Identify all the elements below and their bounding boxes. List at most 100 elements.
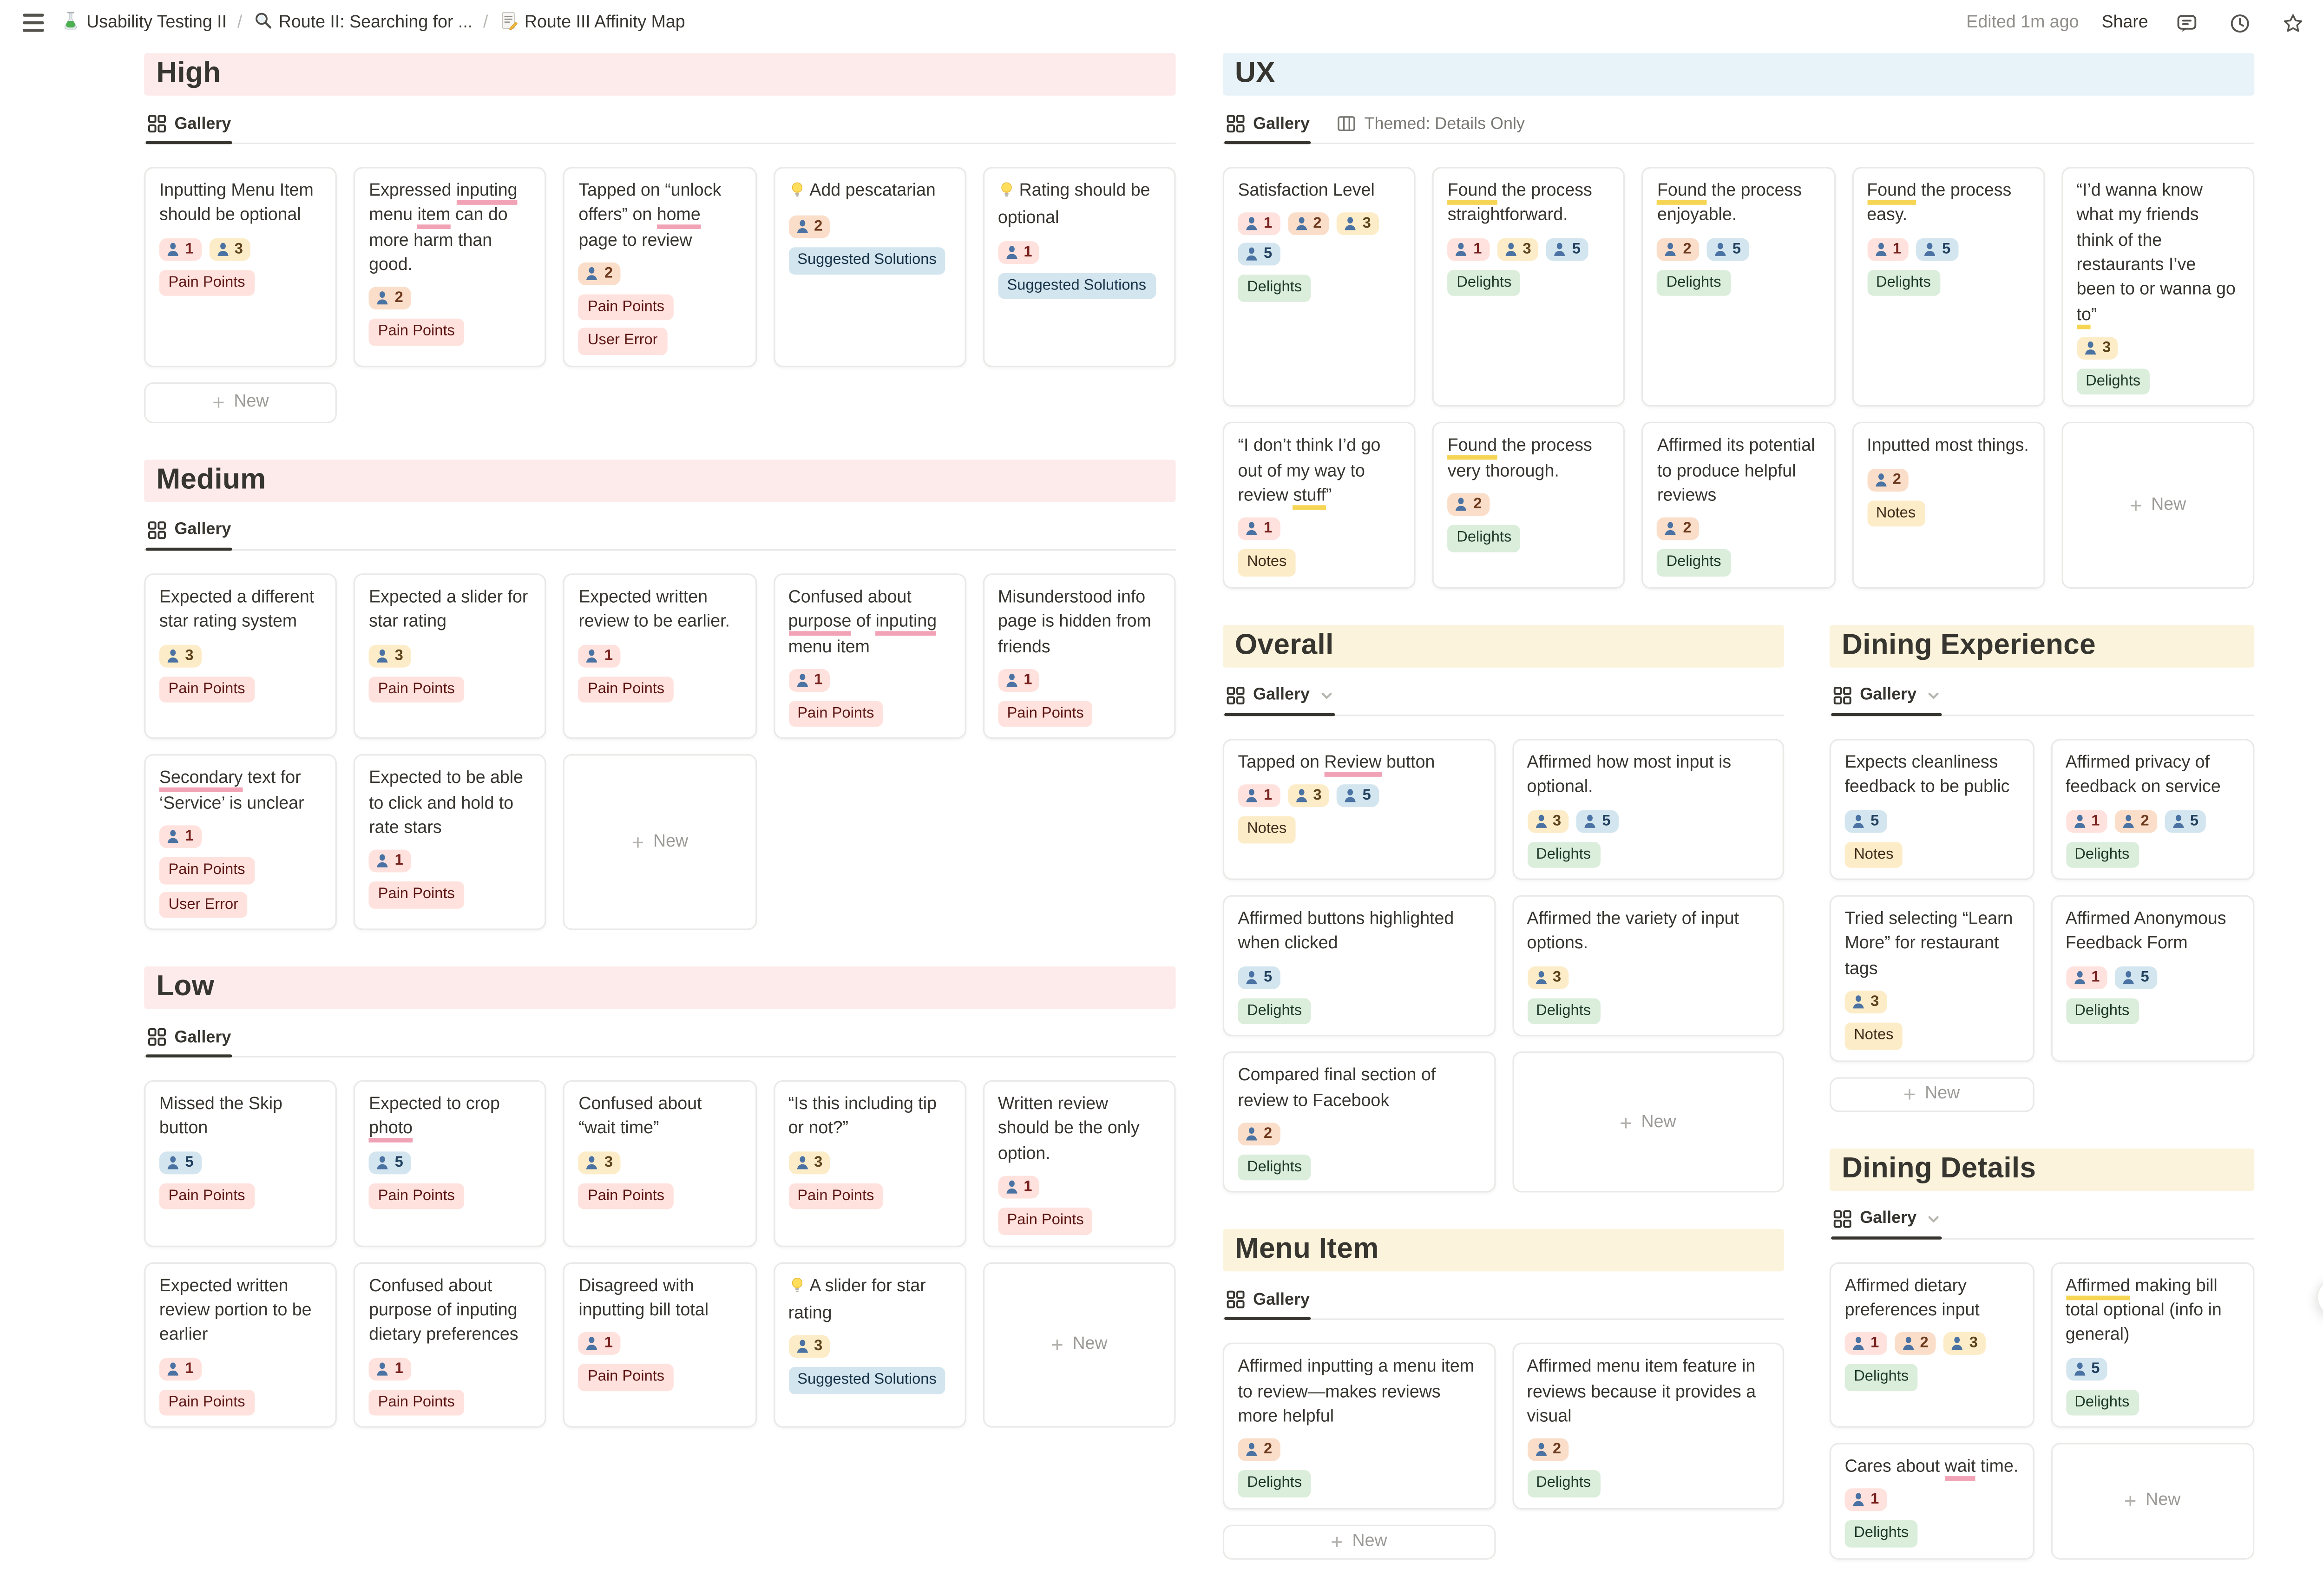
card[interactable]: Affirmed inputting a menu item to review…: [1222, 1343, 1495, 1510]
card[interactable]: Satisfaction Level 1 2 3 5 Delights: [1222, 167, 1416, 407]
tag-delights: Delights: [2065, 998, 2139, 1025]
card[interactable]: Expects cleanliness feedback to be publi…: [1829, 739, 2034, 880]
card[interactable]: Cares about wait time. 1 Delights: [1829, 1443, 2034, 1560]
section-banner: Dining Experience: [1829, 625, 2255, 668]
chevron-down-icon: [1927, 1212, 1941, 1225]
highlighted-word: Affirmed: [2065, 1277, 2130, 1300]
card[interactable]: Tapped on Review button 1 3 5 Notes: [1222, 739, 1495, 880]
card[interactable]: Affirmed how most input is optional. 3 5 De…: [1511, 739, 1785, 880]
participant-badge: 1: [788, 669, 830, 692]
participant-badges: 5: [2065, 1357, 2107, 1380]
person-icon: [1582, 813, 1598, 829]
card[interactable]: Affirmed menu item feature in reviews be…: [1511, 1343, 1785, 1510]
card[interactable]: Inputted most things. 2 Notes: [1851, 422, 2045, 589]
card[interactable]: Secondary text for ‘Service’ is unclear 1…: [144, 755, 337, 931]
participant-badges: 1: [1238, 518, 1280, 541]
card[interactable]: Affirmed buttons highlighted when clicke…: [1222, 895, 1495, 1037]
new-card-button[interactable]: + New: [1829, 1077, 2034, 1112]
participant-badges: 1 3 5: [1238, 785, 1379, 808]
card[interactable]: Affirmed its potential to produce helpfu…: [1642, 422, 1835, 589]
menu-icon[interactable]: [18, 7, 48, 38]
tab-gallery[interactable]: Gallery: [145, 108, 233, 144]
participant-badges: 3: [1527, 966, 1569, 989]
card[interactable]: Rating should be optional 1 Suggested Solu…: [983, 167, 1176, 368]
help-button[interactable]: ?: [2316, 1277, 2323, 1317]
card[interactable]: Expected written review portion to be ea…: [144, 1261, 337, 1428]
participant-badge: 5: [1546, 237, 1588, 261]
card[interactable]: A slider for star rating 3 Suggested Solut…: [773, 1261, 966, 1428]
person-icon: [2121, 813, 2136, 829]
card[interactable]: Affirmed dietary preferences input 1 2 3 Del…: [1829, 1261, 2034, 1428]
new-card-button[interactable]: + New: [563, 755, 757, 931]
card[interactable]: Tried selecting “Learn More” for restaur…: [1829, 895, 2034, 1062]
tab-gallery[interactable]: Gallery: [145, 514, 233, 551]
new-card-button[interactable]: + New: [983, 1261, 1176, 1428]
card[interactable]: Tapped on “unlock offers” on home page t…: [563, 167, 757, 368]
participant-badges: 3: [578, 1151, 621, 1174]
card[interactable]: “I don’t think I’d go out of my way to r…: [1222, 422, 1416, 589]
card[interactable]: “Is this including tip or not?” 3 Pain Poi…: [773, 1080, 966, 1247]
share-button[interactable]: Share: [2101, 13, 2148, 32]
tab-themed-details-only[interactable]: Themed: Details Only: [1335, 108, 1526, 143]
person-icon: [584, 1154, 600, 1171]
history-clock-icon[interactable]: [2224, 7, 2254, 38]
card[interactable]: Affirmed the variety of input options. 3 D…: [1511, 895, 1785, 1037]
comments-icon[interactable]: [2171, 7, 2201, 38]
card[interactable]: Confused about purpose of inputing menu …: [773, 573, 966, 740]
new-card-button[interactable]: + New: [1511, 1051, 1785, 1193]
new-card-button[interactable]: + New: [144, 382, 337, 423]
card[interactable]: Expected written review to be earlier. 1 P…: [563, 573, 757, 740]
card[interactable]: Misunderstood info page is hidden from f…: [983, 573, 1176, 740]
card[interactable]: Inputting Menu Item should be optional 1 3…: [144, 167, 337, 368]
tag-row: Pain Points User Error: [578, 294, 741, 355]
tab-gallery[interactable]: Gallery: [145, 1021, 233, 1058]
section-banner: Overall: [1222, 625, 1785, 668]
new-card-button[interactable]: + New: [2050, 1443, 2255, 1560]
card[interactable]: Missed the Skip button 5 Pain Points: [144, 1080, 337, 1247]
card[interactable]: Add pescatarian 2 Suggested Solutions: [773, 167, 966, 368]
card[interactable]: Found the process easy. 1 5 Delights: [1851, 167, 2045, 407]
card[interactable]: Expected a different star rating system 3…: [144, 573, 337, 740]
card[interactable]: Found the process very thorough. 2 Delight…: [1432, 422, 1626, 589]
section-title: Dining Details: [1842, 1152, 2036, 1184]
card[interactable]: Expected a slider for star rating 3 Pain P…: [354, 573, 547, 740]
breadcrumb-label: Route III Affinity Map: [524, 13, 685, 32]
tab-gallery[interactable]: Gallery: [1224, 680, 1336, 716]
card[interactable]: Disagreed with inputting bill total 1 Pain…: [563, 1261, 757, 1428]
card[interactable]: Affirmed making bill total optional (inf…: [2050, 1261, 2255, 1428]
section-low: Low Gallery Missed the Skip button 5 Pain Po…: [144, 966, 1176, 1428]
tag-delights: Delights: [1527, 1471, 1600, 1497]
card[interactable]: Confused about “wait time” 3 Pain Points: [563, 1080, 757, 1247]
tab-gallery[interactable]: Gallery: [1831, 680, 1943, 716]
page-content: High Gallery Inputting Menu Item should be…: [144, 53, 2255, 1596]
breadcrumb-item-usability-testing-ii[interactable]: Usability Testing II: [61, 11, 227, 35]
favorite-star-icon[interactable]: [2277, 7, 2307, 38]
tag-pain-points: Pain Points: [159, 857, 255, 884]
card[interactable]: Affirmed Anonymous Feedback Form 1 5 Deligh…: [2050, 895, 2255, 1062]
card[interactable]: Affirmed privacy of feedback on service 1…: [2050, 739, 2255, 880]
card[interactable]: Expected to crop photo 5 Pain Points: [354, 1080, 547, 1247]
person-icon: [375, 647, 390, 664]
breadcrumb-item-route-ii-searching-for[interactable]: Route II: Searching for ...: [253, 11, 472, 35]
card[interactable]: Confused about purpose of inputing dieta…: [354, 1261, 547, 1428]
participant-number: 3: [814, 1338, 823, 1355]
tab-gallery[interactable]: Gallery: [1831, 1202, 1943, 1239]
card[interactable]: Written review should be the only option…: [983, 1080, 1176, 1247]
card[interactable]: Found the process straightforward. 1 3 5 Del…: [1432, 167, 1626, 407]
card[interactable]: “I’d wanna know what my friends think of…: [2061, 167, 2255, 407]
participant-badge: 5: [2065, 1357, 2107, 1380]
breadcrumb-item-route-iii-affinity-map[interactable]: Route III Affinity Map: [499, 11, 685, 35]
card[interactable]: Expected to be able to click and hold to…: [354, 755, 547, 931]
card[interactable]: Expressed inputing menu item can do more…: [354, 167, 547, 368]
tab-gallery[interactable]: Gallery: [1224, 1284, 1312, 1321]
new-card-button[interactable]: + New: [2061, 422, 2255, 589]
new-card-button[interactable]: + New: [1222, 1524, 1495, 1560]
participant-badge: 3: [159, 644, 201, 667]
participant-badge: 3: [2076, 336, 2119, 360]
participant-badge: 1: [2065, 809, 2107, 833]
participant-badge: 5: [1706, 237, 1749, 261]
tab-gallery[interactable]: Gallery: [1224, 108, 1312, 144]
card[interactable]: Compared final section of review to Face…: [1222, 1051, 1495, 1193]
participant-number: 2: [604, 265, 613, 282]
card[interactable]: Found the process enjoyable. 2 5 Delights: [1642, 167, 1835, 407]
